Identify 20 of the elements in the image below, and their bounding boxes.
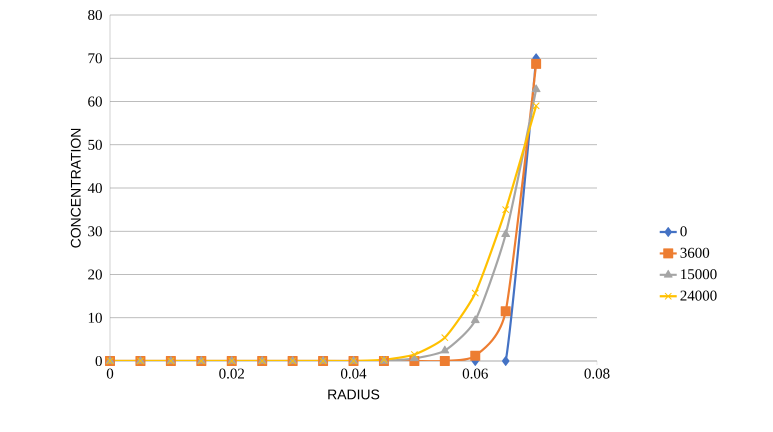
legend-label: 24000 (680, 290, 717, 301)
y-tick-label: 0 (96, 356, 102, 366)
x-tick-label: 0 (106, 368, 114, 379)
legend-label: 0 (680, 226, 687, 236)
y-tick-label: 70 (88, 53, 102, 64)
x-axis-title: RADIUS (328, 390, 380, 400)
x-tick-label: 0.04 (340, 368, 366, 379)
y-axis-title: CONCENTRATION (70, 128, 81, 248)
y-tick-label: 50 (88, 140, 102, 150)
y-tick-label: 30 (88, 226, 102, 236)
y-tick-label: 10 (88, 312, 102, 323)
y-tick-label: 40 (88, 182, 102, 194)
x-tick-label: 0.08 (584, 368, 610, 379)
legend-label: 15000 (681, 269, 717, 280)
x-tick-label: 0.02 (219, 368, 244, 379)
x-tick-label: 0.06 (462, 368, 488, 379)
y-tick-label: 80 (88, 10, 102, 20)
y-tick-label: 20 (88, 269, 102, 280)
y-tick-label: 60 (88, 96, 102, 107)
legend-label: 3600 (680, 248, 710, 258)
